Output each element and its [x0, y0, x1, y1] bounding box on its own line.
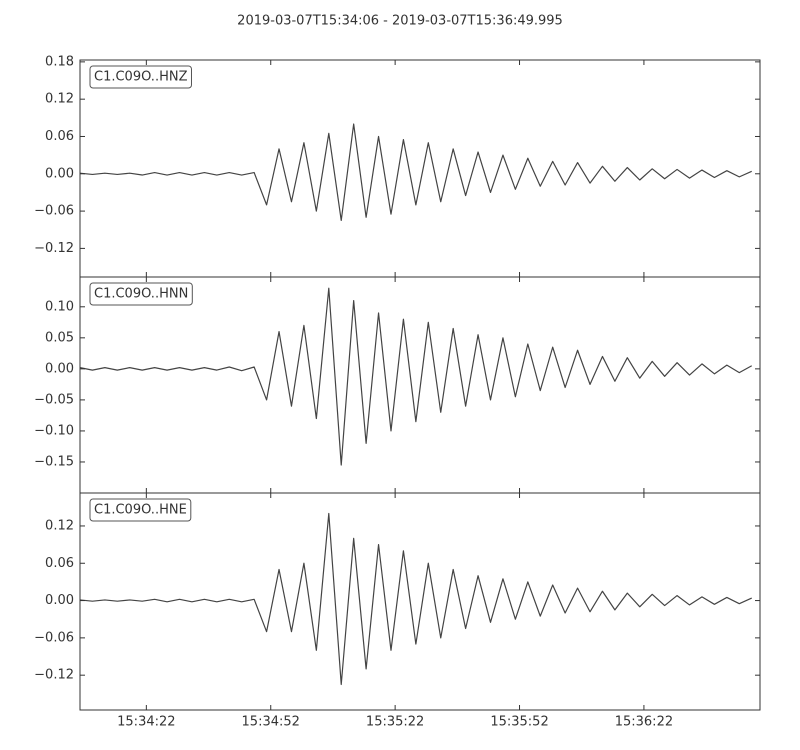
- trace-label-text: C1.C09O..HNZ: [94, 70, 188, 85]
- y-tick-label: 0.12: [45, 92, 74, 107]
- trace-label-text: C1.C09O..HNN: [94, 287, 188, 302]
- y-tick-label: 0.12: [45, 518, 74, 533]
- trace-label-text: C1.C09O..HNE: [94, 503, 187, 518]
- y-tick-label: −0.12: [34, 241, 74, 256]
- trace-label-box: [89, 282, 193, 306]
- trace-line: [79, 123, 752, 222]
- y-tick-label: −0.12: [34, 668, 74, 683]
- trace-label: C1.C09O..HNE: [89, 498, 192, 522]
- x-tick-label: 15:34:52: [242, 715, 300, 730]
- y-tick-label: 0.00: [45, 361, 74, 376]
- y-tick-label: 0.18: [45, 54, 74, 69]
- y-tick-label: 0.00: [45, 166, 74, 181]
- x-tick-label: 15:35:52: [490, 715, 548, 730]
- y-tick-label: −0.10: [34, 423, 74, 438]
- y-tick-label: 0.06: [45, 556, 74, 571]
- y-tick-label: 0.06: [45, 129, 74, 144]
- panel-frame: [79, 492, 761, 711]
- trace-label: C1.C09O..HNN: [89, 282, 193, 306]
- x-tick-label: 15:36:22: [615, 715, 673, 730]
- y-tick-label: 0.10: [45, 299, 74, 314]
- trace-label-box: [89, 65, 192, 89]
- x-tick-label: 15:34:22: [117, 715, 175, 730]
- y-tick-label: −0.05: [34, 392, 74, 407]
- y-tick-label: −0.06: [34, 204, 74, 219]
- panel-frame: [79, 59, 761, 278]
- y-tick-label: −0.15: [34, 454, 74, 469]
- y-tick-label: 0.05: [45, 330, 74, 345]
- trace-label: C1.C09O..HNZ: [89, 65, 192, 89]
- trace-line: [79, 512, 752, 686]
- figure-title: 2019-03-07T15:34:06 - 2019-03-07T15:36:4…: [237, 14, 563, 29]
- y-tick-label: −0.06: [34, 630, 74, 645]
- x-tick-label: 15:35:22: [366, 715, 424, 730]
- trace-label-box: [89, 498, 192, 522]
- y-tick-label: 0.00: [45, 593, 74, 608]
- trace-line: [79, 287, 753, 466]
